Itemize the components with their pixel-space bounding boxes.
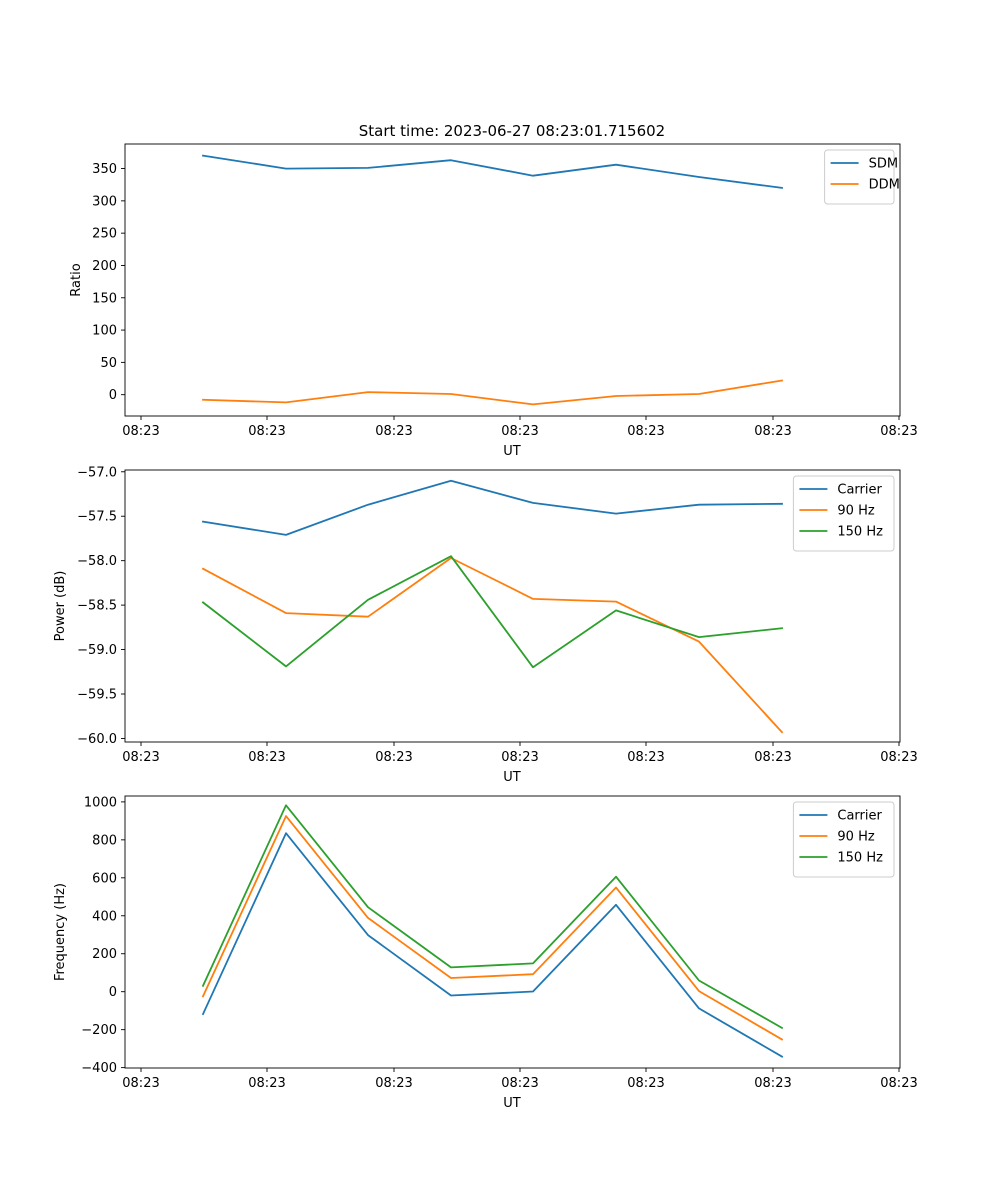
y-tick-label: −58.0 xyxy=(77,554,117,569)
x-tick-label: 08:23 xyxy=(248,424,285,439)
x-tick-label: 08:23 xyxy=(627,750,664,765)
series-line-carrier xyxy=(201,832,784,1058)
legend-label-90-hz: 90 Hz xyxy=(837,504,874,519)
y-axis-label: Power (dB) xyxy=(53,571,68,642)
x-tick-label: 08:23 xyxy=(248,1076,285,1091)
x-tick-label: 08:23 xyxy=(248,750,285,765)
panels: 08:23 08:23 08:23 08:23 08:23 08:23 08:23 0 50 10… xyxy=(53,143,918,1111)
x-tick-label: 08:23 xyxy=(375,750,412,765)
series-line-ddm xyxy=(202,379,784,406)
y-tick-label: 350 xyxy=(92,162,117,177)
x-axis-label: UT xyxy=(503,1096,521,1111)
axes-frame xyxy=(124,143,901,417)
series-line-sdm xyxy=(201,154,784,189)
legend-label-150-hz: 150 Hz xyxy=(837,851,883,866)
y-tick-label: −400 xyxy=(81,1061,117,1076)
legend-box xyxy=(792,801,895,878)
chart-panel-3: 08:23 08:23 08:23 08:23 08:23 08:23 08:23 −400 −… xyxy=(53,795,918,1111)
y-tick-label: −200 xyxy=(81,1023,117,1038)
x-tick-label: 08:23 xyxy=(754,750,791,765)
legend-label-sdm: SDM xyxy=(869,157,898,172)
y-tick-label: 0 xyxy=(109,985,117,1000)
y-axis-label: Frequency (Hz) xyxy=(53,883,68,981)
y-tick-label: −58.5 xyxy=(77,599,117,614)
y-tick-label: 300 xyxy=(92,194,117,209)
axes-frame xyxy=(124,469,901,743)
legend-label-ddm: DDM xyxy=(869,178,900,193)
legend: Carrier 90 Hz 150 Hz xyxy=(792,475,895,552)
x-tick-label: 08:23 xyxy=(501,424,538,439)
y-tick-label: 800 xyxy=(92,833,117,848)
x-tick-label: 08:23 xyxy=(880,1076,917,1091)
x-tick-label: 08:23 xyxy=(375,424,412,439)
chart-panel-1: 08:23 08:23 08:23 08:23 08:23 08:23 08:23 0 50 10… xyxy=(69,143,918,459)
y-tick-label: 200 xyxy=(92,947,117,962)
x-tick-label: 08:23 xyxy=(122,750,159,765)
x-tick-label: 08:23 xyxy=(122,424,159,439)
legend-label-150-hz: 150 Hz xyxy=(837,525,883,540)
y-tick-label: 400 xyxy=(92,909,117,924)
series-line-90-hz xyxy=(201,815,784,1041)
x-tick-label: 08:23 xyxy=(880,424,917,439)
x-axis-label: UT xyxy=(503,770,521,785)
figure-title: Start time: 2023-06-27 08:23:01.715602 xyxy=(359,122,665,140)
y-tick-label: 0 xyxy=(109,388,117,403)
x-tick-label: 08:23 xyxy=(754,424,791,439)
legend: Carrier 90 Hz 150 Hz xyxy=(792,801,895,878)
x-tick-label: 08:23 xyxy=(754,1076,791,1091)
y-tick-label: 50 xyxy=(100,356,117,371)
y-tick-label: 200 xyxy=(92,259,117,274)
y-tick-label: 150 xyxy=(92,291,117,306)
x-tick-label: 08:23 xyxy=(501,1076,538,1091)
x-tick-label: 08:23 xyxy=(375,1076,412,1091)
legend: SDM DDM xyxy=(824,149,900,205)
chart-panel-2: 08:23 08:23 08:23 08:23 08:23 08:23 08:23 −60.0… xyxy=(53,465,918,785)
y-axis-label: Ratio xyxy=(69,263,84,296)
legend-box xyxy=(792,475,895,552)
y-tick-label: −59.0 xyxy=(77,643,117,658)
series-line-carrier xyxy=(201,479,783,536)
series-line-150-hz xyxy=(201,804,784,1030)
y-tick-label: −57.5 xyxy=(77,510,117,525)
x-tick-label: 08:23 xyxy=(880,750,917,765)
x-axis-label: UT xyxy=(503,444,521,459)
legend-label-carrier: Carrier xyxy=(837,483,882,498)
y-tick-label: −60.0 xyxy=(77,732,117,747)
y-tick-label: 1000 xyxy=(84,795,117,810)
y-tick-label: 250 xyxy=(92,227,117,242)
x-tick-label: 08:23 xyxy=(122,1076,159,1091)
x-tick-label: 08:23 xyxy=(627,1076,664,1091)
x-tick-label: 08:23 xyxy=(627,424,664,439)
axes-frame xyxy=(124,795,901,1069)
y-tick-label: −59.5 xyxy=(77,688,117,703)
y-tick-label: 600 xyxy=(92,871,117,886)
y-tick-label: 100 xyxy=(92,324,117,339)
series-line-150-hz xyxy=(201,555,783,669)
series-line-90-hz xyxy=(201,557,784,734)
legend-label-90-hz: 90 Hz xyxy=(837,830,874,845)
x-tick-label: 08:23 xyxy=(501,750,538,765)
y-tick-label: −57.0 xyxy=(77,465,117,480)
legend-label-carrier: Carrier xyxy=(837,809,882,824)
